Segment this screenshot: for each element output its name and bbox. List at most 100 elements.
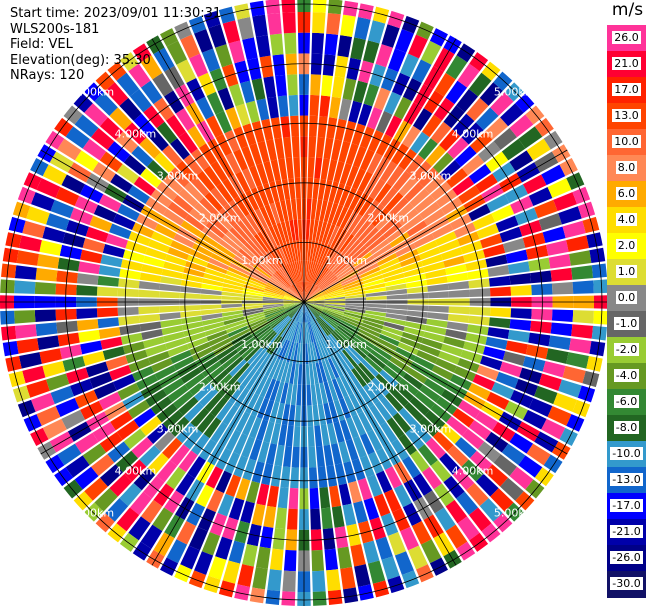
range-gate	[198, 232, 219, 248]
range-gate	[493, 513, 513, 533]
range-gate	[322, 284, 343, 294]
range-gate	[572, 310, 594, 324]
range-gate	[411, 520, 432, 545]
range-gate	[145, 247, 168, 261]
range-gate	[319, 486, 331, 509]
metadata-panel: Start time: 2023/09/01 11:30:31 WLS200s-…	[10, 6, 221, 84]
range-gate	[269, 380, 281, 402]
range-gate	[284, 293, 304, 302]
range-gate	[509, 466, 534, 490]
range-gate	[118, 315, 140, 326]
range-gate	[100, 336, 123, 350]
range-gate	[312, 263, 322, 284]
range-gate	[424, 174, 446, 194]
range-gate	[280, 200, 289, 222]
range-gate	[505, 340, 528, 355]
range-gate	[550, 267, 573, 282]
range-gate	[160, 276, 182, 286]
range-gate	[445, 524, 468, 549]
range-gate	[194, 202, 214, 221]
range-gate	[538, 373, 562, 391]
range-gate	[304, 302, 324, 309]
range-gate	[325, 336, 339, 355]
range-gate	[262, 302, 284, 306]
range-gate	[330, 443, 343, 465]
range-gate	[365, 303, 387, 309]
range-gate	[263, 76, 277, 99]
range-gate	[343, 0, 359, 17]
colorbar-tick-label: 0.0	[615, 291, 638, 304]
range-gate	[274, 316, 290, 332]
range-gate	[440, 389, 463, 407]
range-gate	[360, 326, 381, 338]
range-gate	[289, 363, 296, 385]
range-gate	[528, 398, 553, 417]
range-gate	[283, 549, 297, 572]
range-gate	[269, 548, 284, 571]
range-gate	[430, 181, 452, 201]
range-gate	[426, 276, 448, 286]
range-gate	[322, 282, 342, 294]
range-gate	[122, 341, 145, 355]
range-gate	[94, 488, 118, 512]
range-gate	[559, 158, 578, 177]
range-gate	[327, 380, 339, 402]
range-gate	[42, 164, 67, 186]
range-gate	[242, 305, 263, 310]
range-gate	[275, 74, 287, 97]
range-gate	[50, 199, 74, 219]
range-gate	[225, 152, 242, 175]
range-gate	[280, 221, 290, 243]
range-gate	[296, 282, 304, 302]
range-gate	[324, 548, 339, 571]
range-gate	[245, 278, 266, 289]
range-gate	[296, 240, 301, 261]
range-gate	[335, 261, 354, 277]
range-gate	[221, 310, 243, 317]
range-gate	[218, 6, 236, 24]
range-gate	[132, 222, 155, 238]
range-gate	[593, 279, 608, 294]
range-gate	[582, 216, 600, 234]
range-gate	[74, 150, 99, 172]
range-gate	[375, 134, 393, 157]
range-gate	[400, 53, 419, 78]
range-gate	[315, 199, 323, 221]
range-gate	[98, 194, 122, 213]
range-gate	[107, 523, 127, 543]
range-gate	[186, 336, 209, 350]
range-gate	[73, 93, 93, 113]
range-gate	[457, 231, 480, 247]
range-gate	[222, 282, 244, 291]
range-gate	[125, 349, 148, 364]
colorbar-tick: 6.0	[607, 187, 646, 200]
range-gate	[228, 384, 245, 405]
range-gate	[408, 545, 428, 570]
range-gate	[323, 307, 344, 316]
range-gate	[269, 181, 280, 203]
range-gate	[518, 126, 543, 149]
range-gate	[304, 302, 319, 318]
range-gate	[107, 61, 127, 81]
range-gate	[280, 340, 291, 361]
range-gate	[269, 401, 280, 423]
range-gate	[326, 117, 338, 139]
range-gate	[348, 100, 363, 124]
range-gate	[277, 95, 289, 118]
range-gate	[55, 398, 80, 417]
range-gate	[345, 303, 367, 307]
range-gate	[321, 507, 333, 530]
range-gate	[159, 291, 181, 299]
range-gate	[128, 63, 151, 88]
range-gate	[215, 44, 233, 68]
range-gate	[76, 308, 98, 319]
range-gate	[57, 138, 82, 161]
range-gate	[445, 499, 468, 524]
range-gate	[65, 126, 90, 149]
colorbar-tick: -17.0	[607, 499, 646, 512]
range-gate	[73, 491, 93, 511]
range-gate	[401, 260, 424, 273]
range-gate	[264, 227, 278, 248]
range-gate	[495, 215, 519, 233]
range-gate	[338, 98, 352, 121]
